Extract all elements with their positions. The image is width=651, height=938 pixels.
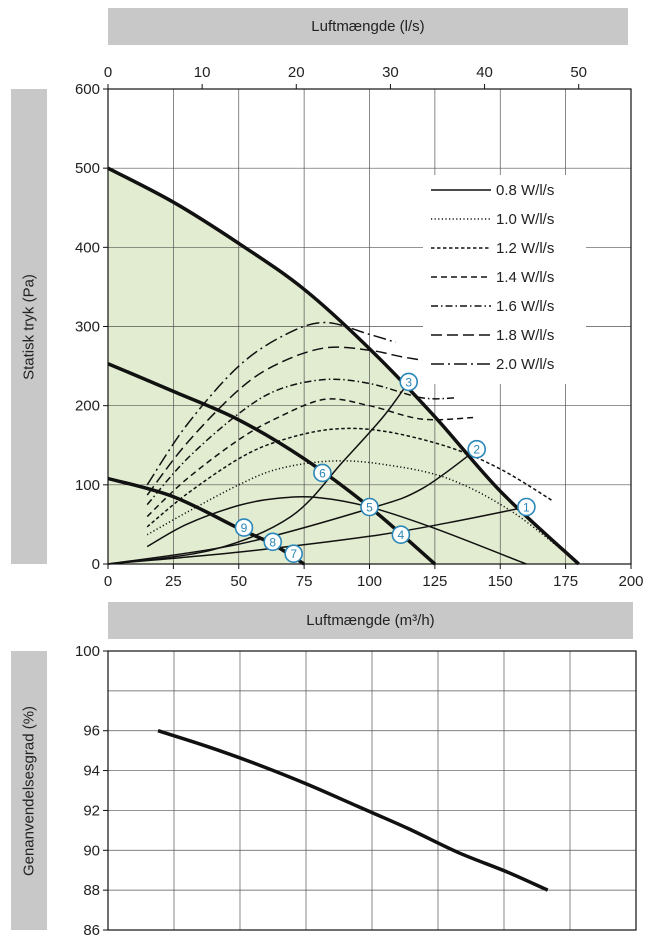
- x-tick-label: 75: [296, 573, 313, 590]
- top-x-tick-label: 20: [288, 64, 305, 81]
- series-line: [146, 398, 475, 518]
- marker-circle: [313, 463, 332, 483]
- fan-performance-chart: 0 25 50 75 100 125 150 175 200010020030040050060…: [75, 64, 644, 590]
- y-tick-label: 0: [92, 556, 100, 573]
- series-line: [146, 460, 580, 565]
- marker-label: 8: [269, 535, 276, 549]
- marker-label: 2: [473, 443, 480, 457]
- marker-label: 4: [398, 528, 405, 542]
- marker-circle: [360, 497, 379, 517]
- series-line: [146, 427, 553, 528]
- series-line: [146, 321, 396, 486]
- x-tick-label: 125: [422, 573, 447, 590]
- legend-label: 1.8 W/l/s: [496, 327, 554, 344]
- y-tick-label-2: 88: [83, 882, 100, 899]
- series-line: [146, 346, 436, 496]
- marker-label: 7: [290, 547, 297, 561]
- y-axis-label-band-2: Genanvendelsesgrad (%): [11, 651, 47, 930]
- y-tick-label-2: 92: [83, 802, 100, 819]
- x-tick-label: 25: [165, 573, 182, 590]
- recovery-line: [157, 729, 549, 892]
- x-tick-label: 200: [618, 573, 643, 590]
- plot-border-2: [107, 650, 637, 931]
- top-x-tick-label: 40: [476, 64, 493, 81]
- y-tick-label: 200: [75, 398, 100, 415]
- marker-label: 6: [319, 466, 326, 480]
- top-x-tick-label: 0: [104, 64, 112, 81]
- y-tick-label-2: 86: [83, 922, 100, 938]
- top-x-tick-label: 50: [570, 64, 587, 81]
- y-tick-label-2: 94: [83, 763, 100, 780]
- marker-label: 3: [405, 375, 412, 389]
- y-tick-label: 100: [75, 477, 100, 494]
- marker-label: 9: [241, 521, 248, 535]
- x-tick-label: 150: [488, 573, 513, 590]
- legend-box: [423, 175, 586, 384]
- x-tick-label: 50: [230, 573, 247, 590]
- marker-label: 5: [366, 501, 373, 515]
- operating-area: [108, 168, 579, 564]
- marker-circle: [517, 497, 536, 517]
- top-axis-label: Luftmængde (l/s): [311, 18, 425, 35]
- marker-circle: [399, 372, 419, 392]
- marker-circle: [263, 532, 283, 552]
- legend-label: 0.8 W/l/s: [496, 182, 554, 199]
- marker-circle: [467, 439, 487, 459]
- legend-label: 1.0 W/l/s: [496, 211, 554, 228]
- y-axis-label-band: Statisk tryk (Pa): [11, 89, 47, 564]
- top-x-tick-label: 10: [194, 64, 211, 81]
- top-axis-label-band: Luftmængde (l/s): [108, 8, 628, 45]
- legend-label: 1.6 W/l/s: [496, 298, 554, 315]
- marker-circle: [284, 544, 303, 564]
- system-curve: [107, 506, 527, 565]
- series-line: [146, 496, 527, 565]
- y-tick-label-2: 100: [75, 643, 100, 660]
- bottom-axis-label-band: Luftmængde (m³/h): [108, 602, 633, 639]
- fan-curve: [107, 166, 580, 566]
- x-tick-label: 0: [104, 573, 112, 590]
- fan-curve: [107, 362, 437, 566]
- y-tick-label: 500: [75, 160, 100, 177]
- bottom-axis-label: Luftmængde (m³/h): [306, 612, 435, 629]
- system-curve: [107, 381, 410, 565]
- y-tick-label: 600: [75, 81, 100, 98]
- recovery-rate-chart: 86 88 90 92 94 96 100: [75, 643, 637, 938]
- x-tick-label: 100: [357, 573, 382, 590]
- y-tick-label-2: 90: [83, 842, 100, 859]
- legend-label: 1.4 W/l/s: [496, 269, 554, 286]
- x-tick-label: 175: [553, 573, 578, 590]
- y-tick-label: 400: [75, 239, 100, 256]
- legend-label: 1.2 W/l/s: [496, 240, 554, 257]
- y-tick-label-2: 96: [83, 723, 100, 740]
- system-curve: [107, 448, 478, 565]
- top-x-tick-label: 30: [382, 64, 399, 81]
- y-tick-label: 300: [75, 319, 100, 336]
- marker-circle: [234, 518, 254, 537]
- plot-border: [107, 88, 632, 565]
- marker-circle: [391, 525, 411, 545]
- marker-label: 1: [523, 501, 530, 515]
- legend-label: 2.0 W/l/s: [496, 356, 554, 373]
